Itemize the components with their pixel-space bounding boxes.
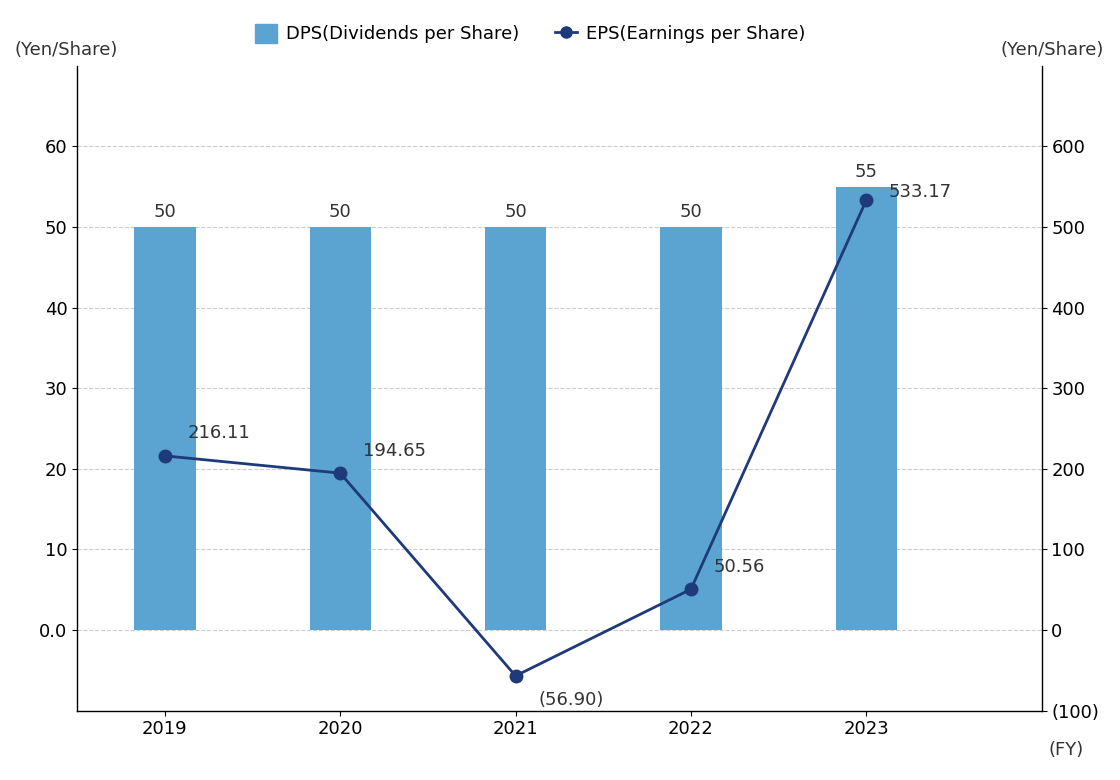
Text: 55: 55 [855,163,878,181]
Text: 50.56: 50.56 [713,558,765,576]
Bar [485,227,547,630]
Bar [660,227,721,630]
Text: (56.90): (56.90) [539,691,604,709]
Text: (Yen/Share): (Yen/Share) [15,41,118,59]
Text: 50: 50 [504,204,526,222]
Text: 533.17: 533.17 [889,183,952,201]
Text: 216.11: 216.11 [188,424,251,442]
Text: 50: 50 [153,204,176,222]
Bar [836,186,897,630]
Text: 194.65: 194.65 [363,441,426,459]
Bar [134,227,196,630]
Legend: DPS(Dividends per Share), EPS(Earnings per Share): DPS(Dividends per Share), EPS(Earnings p… [249,17,813,51]
Text: (FY): (FY) [1048,741,1084,759]
Text: 50: 50 [329,204,352,222]
Text: 50: 50 [680,204,702,222]
Bar [309,227,371,630]
Text: (Yen/Share): (Yen/Share) [1001,41,1104,59]
